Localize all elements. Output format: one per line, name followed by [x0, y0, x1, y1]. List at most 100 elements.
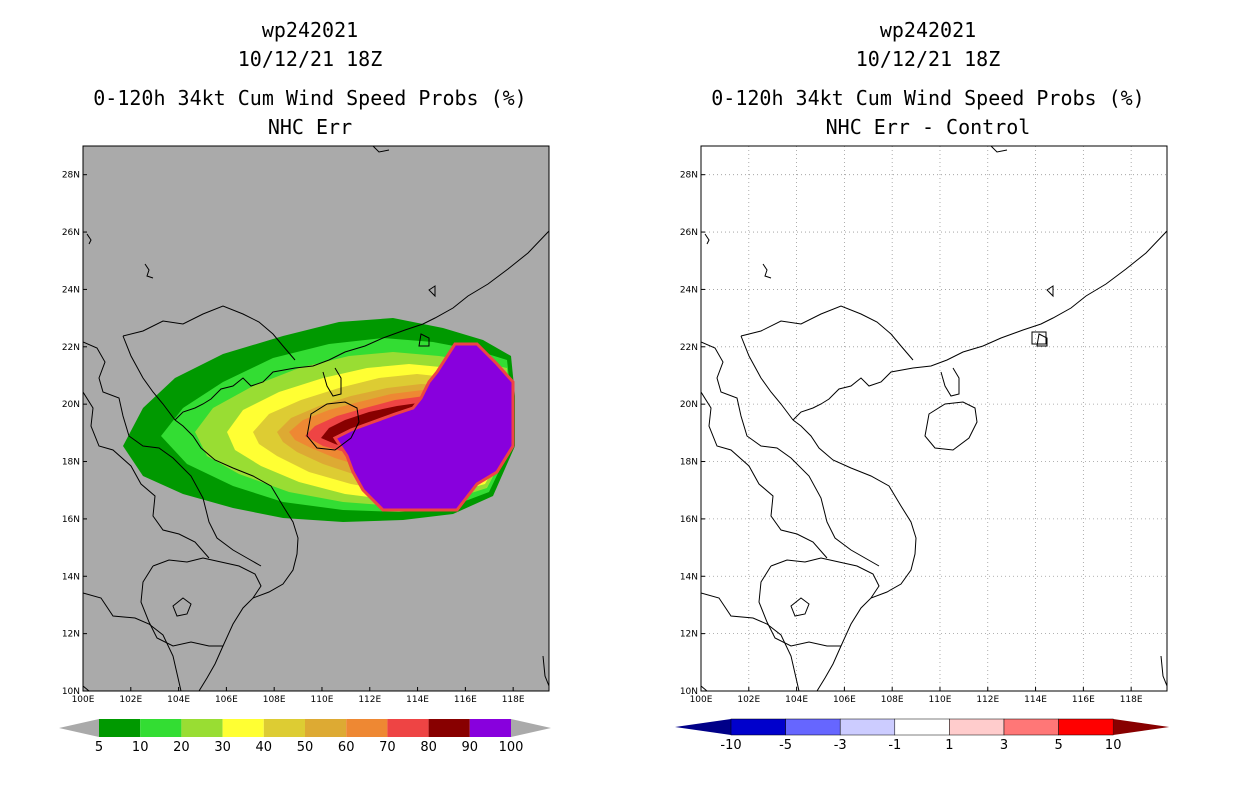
colorbar-label: -3 [834, 738, 847, 753]
product-title: 0-120h 34kt Cum Wind Speed Probs (%) [711, 86, 1145, 110]
colorbar-label: 40 [256, 740, 273, 755]
left-colorbar: 5 10 20 30 40 50 60 70 80 90 100 [59, 719, 551, 755]
colorbar-swatch [346, 719, 388, 737]
y-tick-label: 12N [680, 630, 698, 640]
x-tick-label: 110E [929, 695, 952, 705]
colorbar-label: 5 [1054, 738, 1062, 753]
left-axis-ticks: 100E 102E 104E 106E 108E 110E 112E 114E 116E 118E… [62, 171, 525, 705]
x-tick-label: 102E [737, 695, 760, 705]
y-tick-label: 26N [62, 228, 80, 238]
x-tick-label: 106E [215, 695, 238, 705]
colorbar-label: 100 [499, 740, 524, 755]
x-tick-label: 106E [833, 695, 856, 705]
right-colorbar: -10 -5 -3 -1 1 3 5 10 [675, 718, 1170, 753]
colorbar-swatch [222, 719, 264, 737]
y-tick-label: 28N [62, 171, 80, 181]
y-tick-label: 20N [62, 400, 80, 410]
colorbar-label: 50 [297, 740, 314, 755]
colorbar-label: 1 [945, 738, 953, 753]
y-tick-label: 14N [680, 572, 698, 582]
colorbar-label: -1 [888, 738, 901, 753]
x-tick-label: 112E [976, 695, 999, 705]
x-tick-label: 118E [502, 695, 525, 705]
left-panel-title: wp242021 10/12/21 18Z 0-120h 34kt Cum Wi… [0, 16, 620, 142]
right-map-background [701, 146, 1167, 691]
x-tick-label: 114E [1024, 695, 1047, 705]
right-map-frame [700, 145, 1168, 692]
y-tick-label: 26N [680, 228, 698, 238]
y-tick-label: 28N [680, 171, 698, 181]
x-tick-label: 108E [881, 695, 904, 705]
x-tick-label: 112E [358, 695, 381, 705]
colorbar-swatch [469, 719, 511, 737]
x-tick-label: 114E [406, 695, 429, 705]
colorbar-label: 5 [95, 740, 103, 755]
x-tick-label: 104E [785, 695, 808, 705]
colorbar-swatch [99, 719, 141, 737]
x-tick-label: 116E [1072, 695, 1095, 705]
colorbar-label: 70 [379, 740, 396, 755]
y-tick-label: 24N [62, 285, 80, 295]
init-time: 10/12/21 18Z [855, 47, 1001, 71]
colorbar-low-end [675, 719, 731, 735]
colorbar-high-end [511, 719, 551, 737]
y-tick-label: 22N [62, 343, 80, 353]
y-tick-label: 24N [680, 285, 698, 295]
colorbar-label: 20 [173, 740, 190, 755]
x-tick-label: 102E [119, 695, 142, 705]
difference-marker [1031, 331, 1047, 345]
y-tick-label: 20N [680, 400, 698, 410]
left-map-frame [82, 145, 550, 692]
colorbar-label: 10 [132, 740, 149, 755]
colorbar-swatch [1058, 718, 1114, 736]
colorbar-swatch [785, 718, 841, 736]
colorbar-label: 80 [420, 740, 437, 755]
colorbar-swatch [839, 718, 896, 736]
x-tick-label: 104E [167, 695, 190, 705]
colorbar-label: -5 [779, 738, 792, 753]
x-tick-label: 108E [263, 695, 286, 705]
colorbar-label: 30 [214, 740, 231, 755]
y-tick-label: 14N [62, 572, 80, 582]
init-time: 10/12/21 18Z [237, 47, 383, 71]
storm-id: wp242021 [261, 18, 359, 42]
right-panel-title: wp242021 10/12/21 18Z 0-120h 34kt Cum Wi… [618, 16, 1236, 142]
product-subtitle: NHC Err [267, 115, 353, 139]
y-tick-label: 10N [680, 687, 698, 697]
x-tick-label: 100E [690, 695, 713, 705]
x-tick-label: 110E [311, 695, 334, 705]
y-tick-label: 18N [680, 458, 698, 468]
y-tick-label: 10N [62, 687, 80, 697]
storm-id: wp242021 [879, 18, 977, 42]
colorbar-label: 3 [1000, 738, 1008, 753]
colorbar-swatch [263, 719, 305, 737]
colorbar-swatch [1003, 718, 1059, 736]
colorbar-swatch [949, 718, 1005, 736]
x-tick-label: 116E [454, 695, 477, 705]
right-axis-ticks: 100E 102E 104E 106E 108E 110E 112E 114E 116E 118E… [680, 171, 1143, 705]
colorbar-low-end [59, 719, 99, 737]
colorbar-label: -10 [720, 738, 741, 753]
contour-100 [332, 342, 515, 512]
y-tick-label: 22N [680, 343, 698, 353]
colorbar-swatch [181, 719, 223, 737]
colorbar-swatch [894, 718, 950, 736]
colorbar-swatch [387, 719, 429, 737]
right-gridlines [701, 146, 1167, 691]
colorbar-label: 60 [338, 740, 355, 755]
y-tick-label: 12N [62, 630, 80, 640]
colorbar-label: 10 [1105, 738, 1122, 753]
colorbar-label: 90 [462, 740, 479, 755]
colorbar-swatch [730, 718, 786, 736]
x-tick-label: 100E [72, 695, 95, 705]
left-map: 100E 102E 104E 106E 108E 110E 112E 114E 116E 118E… [62, 145, 550, 705]
y-tick-label: 16N [62, 515, 80, 525]
right-map: 100E 102E 104E 106E 108E 110E 112E 114E 116E 118E… [680, 145, 1168, 705]
probability-contours [123, 318, 515, 522]
colorbar-swatch [305, 719, 347, 737]
right-coastlines [701, 146, 1167, 691]
colorbar-high-end [1113, 719, 1170, 735]
colorbar-swatch [428, 719, 470, 737]
product-title: 0-120h 34kt Cum Wind Speed Probs (%) [93, 86, 527, 110]
